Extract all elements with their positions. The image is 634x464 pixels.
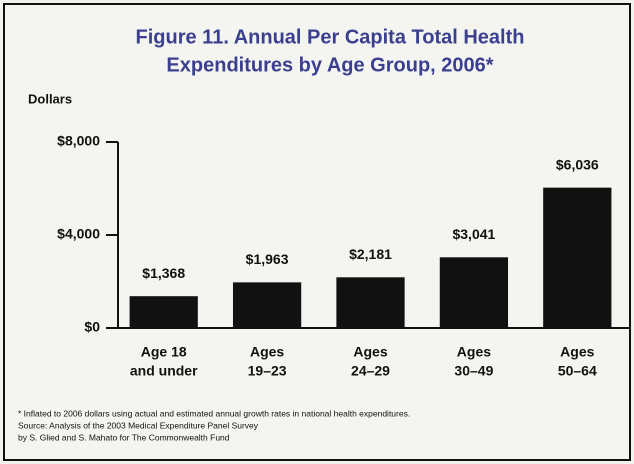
y-tick-label: $4,000 <box>57 226 100 242</box>
value-label: $3,041 <box>452 226 495 242</box>
y-axis-label: Dollars <box>28 91 72 106</box>
footnote: by S. Glied and S. Mahato for The Common… <box>18 432 230 442</box>
x-tick-label: Ages <box>250 344 284 360</box>
x-tick-label: 19–23 <box>248 363 287 379</box>
value-label: $1,963 <box>246 251 289 267</box>
bar <box>439 257 509 328</box>
x-tick-label: 24–29 <box>351 363 390 379</box>
value-label: $1,368 <box>142 265 185 281</box>
x-tick-label: and under <box>130 363 198 379</box>
x-tick-label: 30–49 <box>454 363 493 379</box>
x-tick-label: 50–64 <box>558 363 597 379</box>
x-tick-label: Ages <box>353 344 387 360</box>
chart-title: Figure 11. Annual Per Capita Total Healt… <box>136 26 525 48</box>
y-tick-label: $0 <box>84 319 100 335</box>
footnote: Source: Analysis of the 2003 Medical Exp… <box>18 420 259 430</box>
chart-title: Expenditures by Age Group, 2006* <box>166 54 493 76</box>
y-tick-label: $8,000 <box>57 133 100 149</box>
frame <box>3 3 631 461</box>
value-label: $2,181 <box>349 246 392 262</box>
bar <box>232 282 302 328</box>
bar <box>336 277 405 328</box>
x-tick-label: Ages <box>457 344 491 360</box>
footnote: * Inflated to 2006 dollars using actual … <box>18 408 410 418</box>
bar <box>543 187 612 328</box>
x-tick-label: Ages <box>560 344 594 360</box>
bar <box>129 296 198 328</box>
x-tick-label: Age 18 <box>141 344 187 360</box>
value-label: $6,036 <box>556 156 599 172</box>
